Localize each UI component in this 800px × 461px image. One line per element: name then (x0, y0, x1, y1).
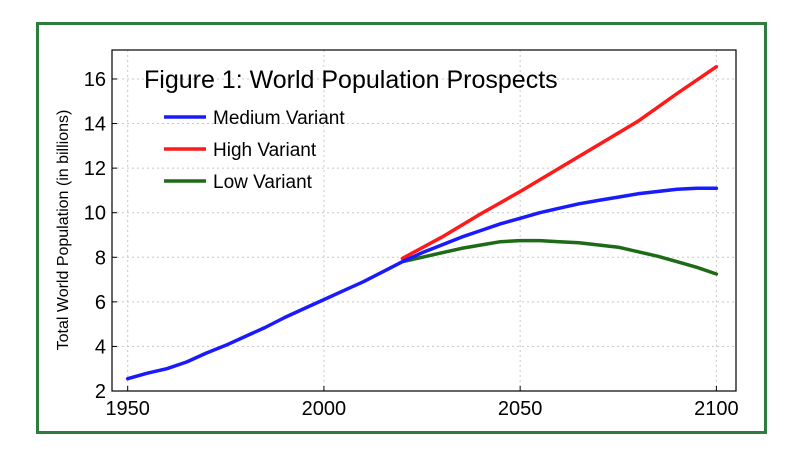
y-tick-label: 10 (84, 203, 106, 225)
chart-title: Figure 1: World Population Prospects (144, 66, 558, 94)
legend: Medium Variant High Variant Low Variant (164, 108, 345, 193)
y-tick-label: 16 (84, 69, 106, 91)
series-line-high-variant (400, 64, 719, 261)
y-axis-label: Total World Population (in billions) (55, 110, 72, 351)
x-tick-label: 1950 (105, 398, 150, 420)
plot-area (111, 49, 737, 392)
series-line-medium-variant (125, 186, 719, 381)
x-tick-label: 2100 (694, 398, 739, 420)
y-tick-label: 6 (95, 292, 106, 314)
chart-frame (36, 22, 767, 434)
grid-lines (112, 50, 736, 392)
axis-ticks: 1950 2000 2050 2100 2 4 6 8 10 12 14 16 (84, 69, 739, 420)
series-lines (125, 64, 719, 381)
y-tick-label: 14 (84, 114, 106, 136)
y-tick-label: 12 (84, 158, 106, 180)
y-tick-label: 8 (95, 247, 106, 269)
series-line-low-variant (400, 238, 719, 276)
legend-label: Low Variant (213, 172, 313, 193)
y-tick-label: 2 (95, 381, 106, 403)
x-tick-label: 2050 (498, 398, 543, 420)
legend-label: High Variant (213, 140, 317, 161)
x-tick-label: 2000 (302, 398, 347, 420)
legend-label: Medium Variant (213, 108, 345, 129)
y-tick-label: 4 (95, 336, 106, 358)
